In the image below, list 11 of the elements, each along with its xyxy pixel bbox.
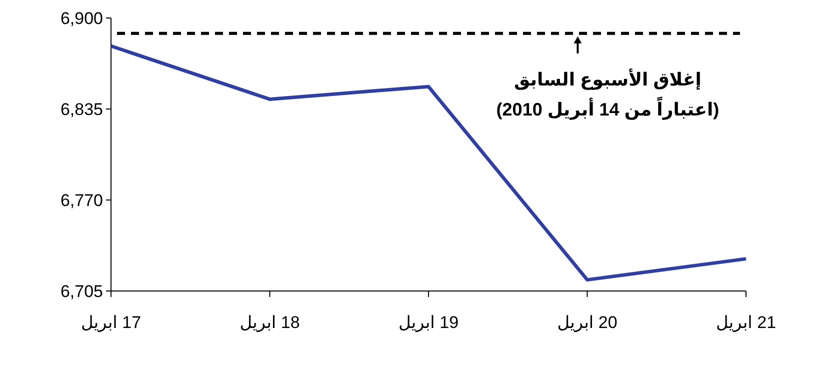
x-tick-label: 21 ابريل <box>716 313 776 333</box>
y-tick-label: 6,835 <box>60 100 103 119</box>
x-tick-label: 20 ابريل <box>557 313 618 333</box>
x-tick-label: 17 ابريل <box>80 313 142 333</box>
legend-label: إغلاق الأسبوع السابق (اعتباراً من 14 أبريل 2010) <box>496 68 720 120</box>
y-tick-label: 6,705 <box>60 282 103 301</box>
line-series <box>109 44 748 282</box>
y-tick-label: 6,770 <box>60 191 103 210</box>
x-tick-label: 18 ابريل <box>240 313 300 333</box>
x-tick-label: 19 ابريل <box>398 313 459 333</box>
y-tick-label: 6,900 <box>60 9 103 28</box>
